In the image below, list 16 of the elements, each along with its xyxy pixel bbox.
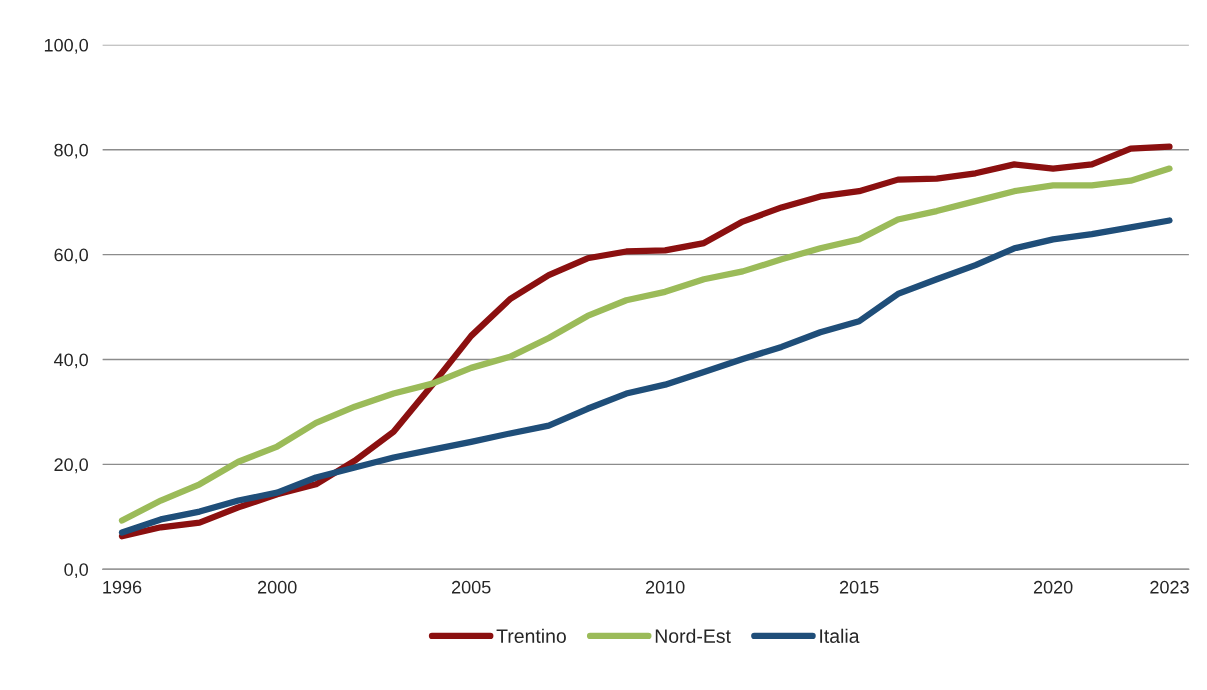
- x-tick-label: 2020: [1033, 580, 1073, 594]
- legend-label: Trentino: [496, 628, 566, 643]
- y-tick-label: 80,0: [54, 143, 88, 159]
- x-tick-label: 2005: [451, 580, 491, 594]
- legend-label: Italia: [820, 628, 860, 643]
- y-tick-label: 0,0: [64, 563, 88, 579]
- x-tick-label: 2000: [258, 580, 297, 594]
- x-tick-label: 2015: [839, 580, 879, 594]
- y-tick-label: 100,0: [44, 38, 88, 54]
- legend-label: Nord-Est: [655, 628, 731, 643]
- x-tick-label: 2023: [1150, 580, 1189, 594]
- x-tick-label: 2010: [645, 580, 685, 594]
- y-tick-label: 40,0: [53, 353, 88, 369]
- y-tick-label: 60,0: [54, 248, 88, 264]
- y-tick-label: 20,0: [54, 458, 88, 474]
- x-tick-label: 1996: [103, 580, 142, 594]
